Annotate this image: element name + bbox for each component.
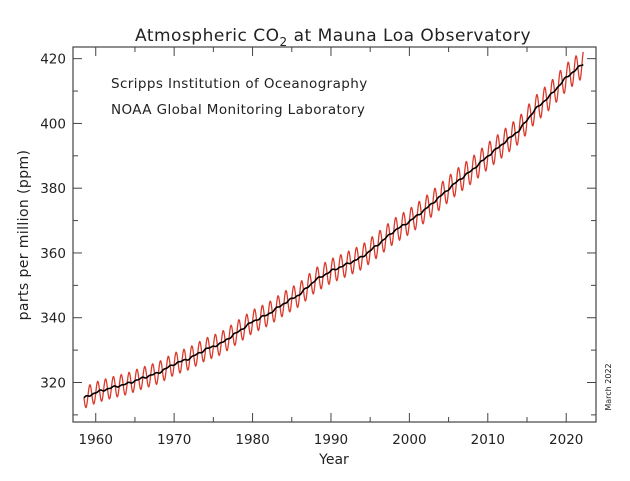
y-tick-label: 420 <box>40 52 66 68</box>
y-tick-labels: 320 340 360 380 400 420 <box>40 52 66 392</box>
date-note: March 2022 <box>604 363 613 410</box>
x-tick-label: 1970 <box>157 432 191 448</box>
y-tick-label: 320 <box>40 375 66 391</box>
chart-title: Atmospheric CO2 at Mauna Loa Observatory <box>135 26 531 49</box>
x-tick-label: 1960 <box>79 432 113 448</box>
y-tick-label: 380 <box>40 181 66 197</box>
x-tick-label: 2020 <box>549 432 583 448</box>
plot-frame <box>72 46 597 423</box>
y-axis-label: parts per million (ppm) <box>16 150 32 321</box>
x-tick-labels: 1960 1970 1980 1990 2000 2010 2020 <box>79 432 584 448</box>
x-tick-label: 2010 <box>471 432 505 448</box>
seasonal-series-line <box>83 51 584 409</box>
series-group <box>83 51 584 409</box>
y-tick-label: 400 <box>40 116 66 132</box>
axis-ticks <box>73 47 596 422</box>
x-tick-label: 1990 <box>314 432 348 448</box>
annotation-noaa: NOAA Global Monitoring Laboratory <box>111 102 365 118</box>
x-tick-label: 2000 <box>392 432 426 448</box>
trend-series-line <box>83 63 584 399</box>
title-subscript: 2 <box>280 35 288 49</box>
x-axis-label: Year <box>318 452 349 468</box>
y-tick-label: 360 <box>40 246 66 262</box>
x-tick-label: 1980 <box>235 432 269 448</box>
annotation-scripps: Scripps Institution of Oceanography <box>111 76 368 92</box>
y-tick-label: 340 <box>40 311 66 327</box>
